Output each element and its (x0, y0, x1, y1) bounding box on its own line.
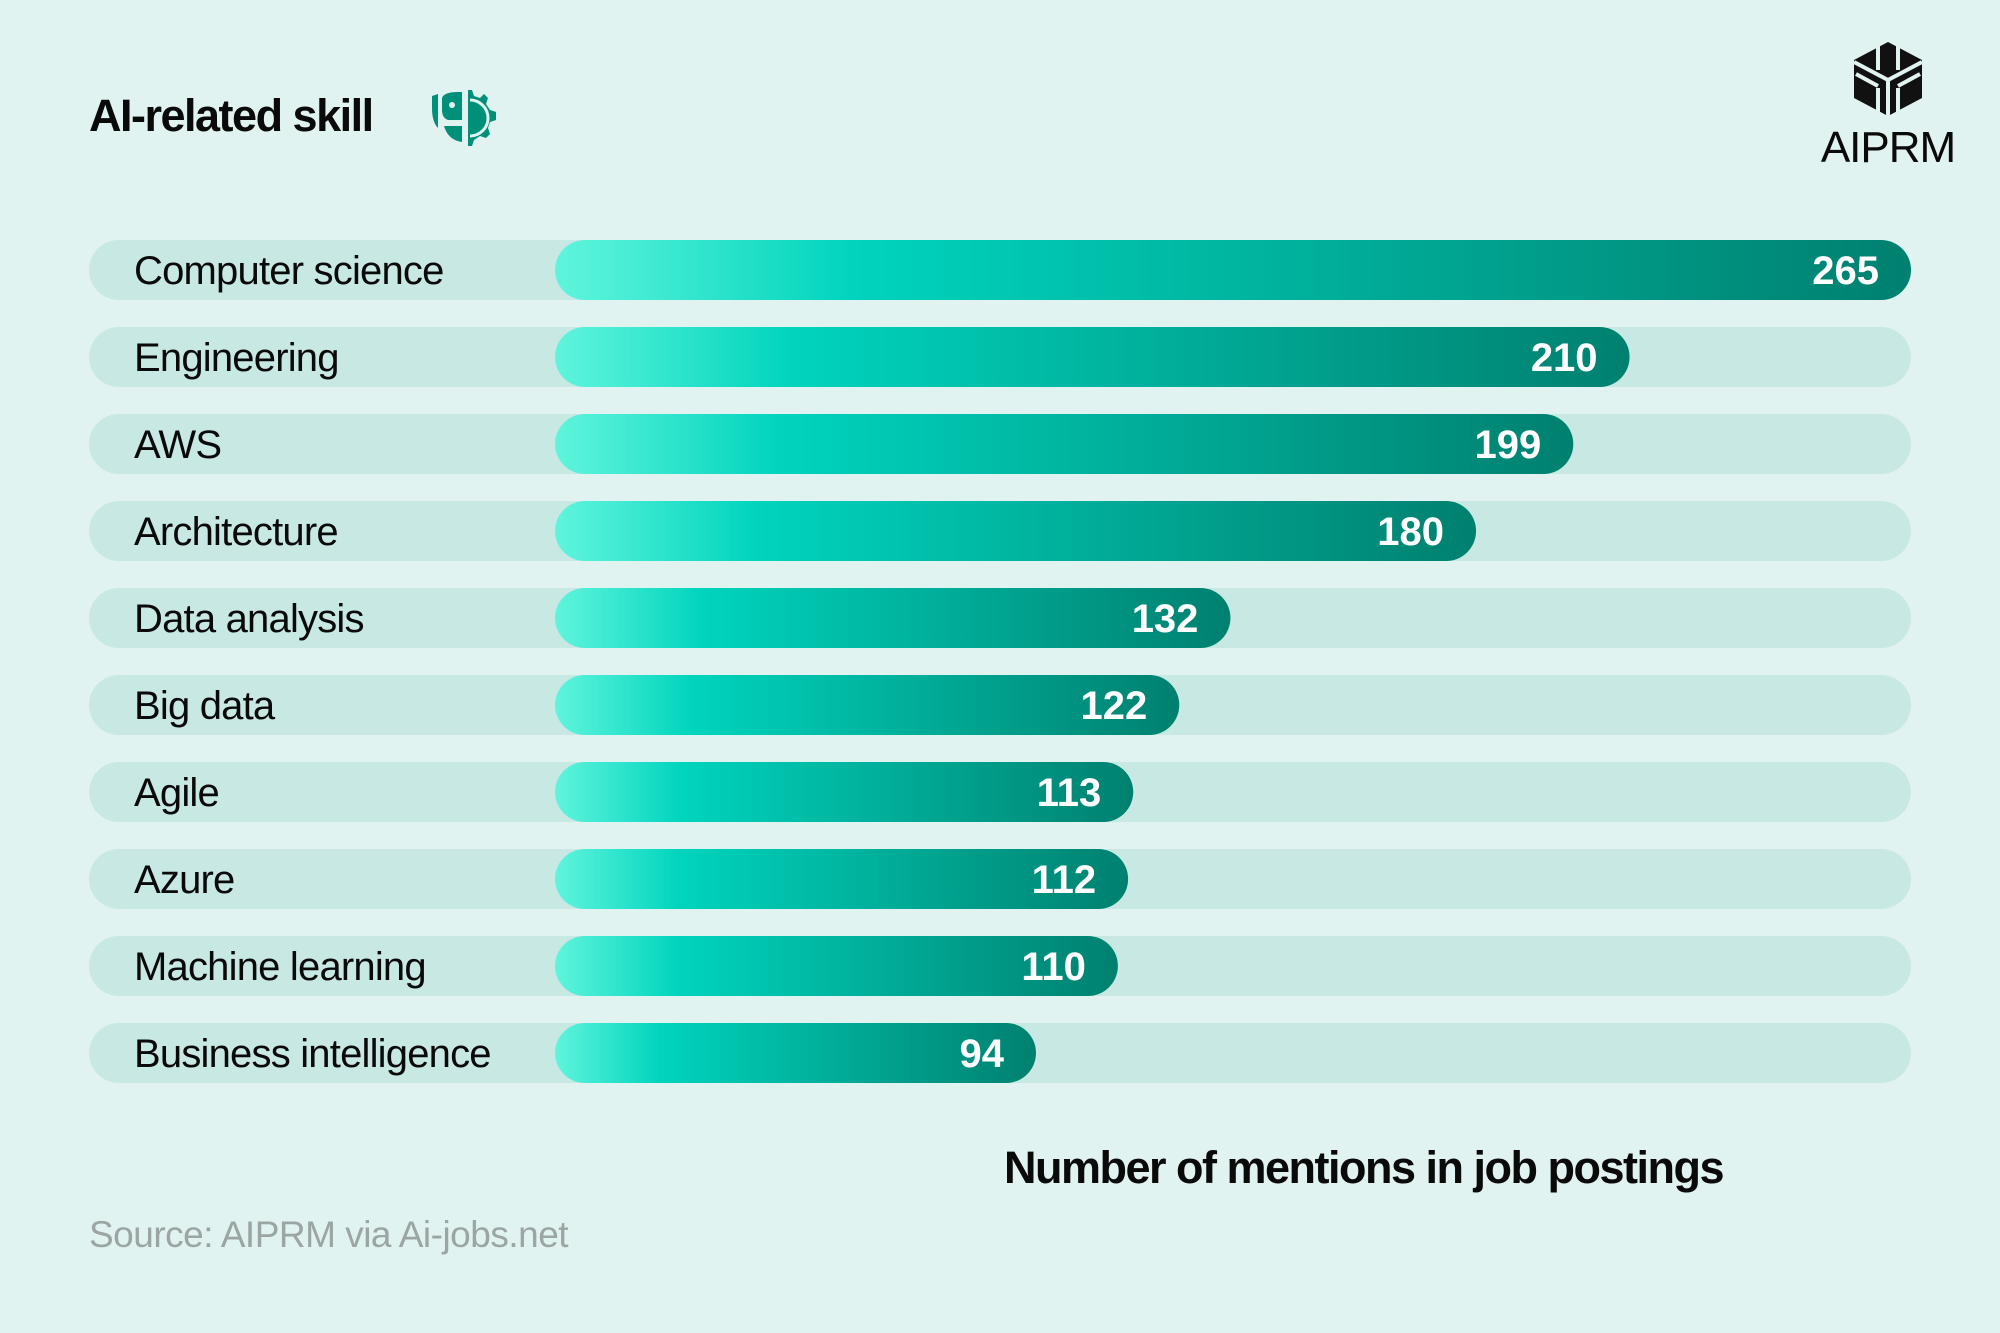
bar-row: Machine learning 110 (89, 936, 1911, 996)
category-label: Big data (134, 684, 276, 728)
category-label: Engineering (134, 336, 339, 380)
bar (555, 240, 1911, 300)
chart-title: AI-related skill (89, 90, 374, 141)
source-note: Source: AIPRM via Ai-jobs.net (89, 1214, 569, 1255)
value-label: 210 (1531, 336, 1598, 380)
category-label: Agile (134, 771, 219, 815)
value-label: 199 (1475, 423, 1542, 467)
bar (555, 414, 1574, 474)
value-label: 112 (1032, 858, 1097, 902)
bar (555, 849, 1129, 909)
category-label: Business intelligence (134, 1032, 491, 1076)
bar-row: Big data 122 (89, 675, 1911, 735)
bar-row: AWS 199 (89, 414, 1911, 474)
category-label: Machine learning (134, 945, 426, 989)
bar-row: Architecture 180 (89, 501, 1911, 561)
aiprm-hexagon-logo (1853, 42, 1923, 118)
x-axis-label: Number of mentions in job postings (1004, 1142, 1725, 1193)
ai-gear-head-icon (432, 90, 496, 146)
bar (555, 327, 1630, 387)
category-label: Data analysis (134, 597, 364, 641)
bar (555, 501, 1477, 561)
bar-row: Agile 113 (89, 762, 1911, 822)
category-label: Computer science (134, 249, 444, 293)
aiprm-logo: AIPRM (1818, 40, 1958, 180)
bar-row: Computer science 265 (89, 240, 1911, 300)
value-label: 113 (1037, 771, 1102, 815)
bar (555, 762, 1134, 822)
logo-text: AIPRM (1820, 123, 1956, 172)
category-label: Architecture (134, 510, 338, 554)
bar-row: Azure 112 (89, 849, 1911, 909)
value-label: 94 (959, 1032, 1004, 1076)
bar-row: Business intelligence 94 (89, 1023, 1911, 1083)
bar (555, 1023, 1036, 1083)
category-label: Azure (134, 858, 235, 902)
value-label: 180 (1377, 510, 1444, 554)
bar (555, 588, 1231, 648)
bar (555, 675, 1180, 735)
value-label: 265 (1812, 249, 1879, 293)
value-label: 110 (1021, 945, 1086, 989)
category-label: AWS (134, 423, 221, 467)
value-label: 132 (1132, 597, 1199, 641)
bar (555, 936, 1118, 996)
bar-row: Data analysis 132 (89, 588, 1911, 648)
bar-row: Engineering 210 (89, 327, 1911, 387)
value-label: 122 (1081, 684, 1148, 728)
